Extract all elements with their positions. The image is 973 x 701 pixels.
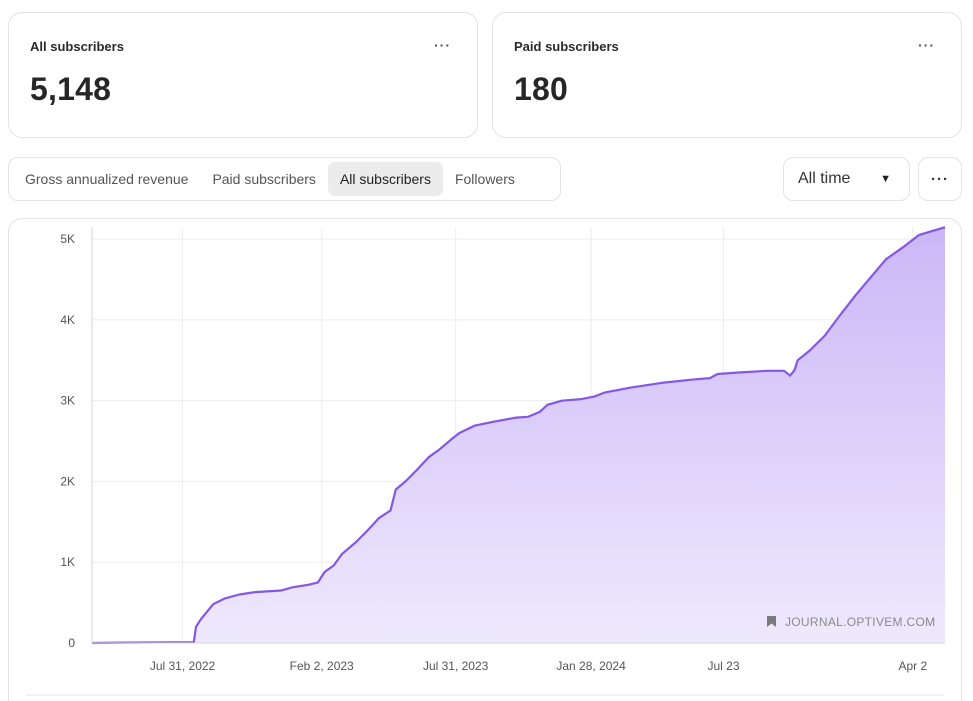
time-range-value: All time xyxy=(798,170,851,187)
card-value: 5,148 xyxy=(30,71,112,107)
y-tick-label: 2K xyxy=(60,474,75,488)
y-tick-label: 4K xyxy=(60,313,75,327)
x-tick-label: Jul 31, 2022 xyxy=(150,659,216,673)
tab-all-subscribers[interactable]: All subscribers xyxy=(327,162,443,196)
x-tick-label: Jan 28, 2024 xyxy=(556,659,626,673)
series-line xyxy=(91,226,946,645)
y-tick-label: 3K xyxy=(60,394,75,408)
x-tick-label: Apr 2 xyxy=(898,659,927,673)
y-tick-label: 1K xyxy=(60,555,75,569)
tab-gross-annualized-revenue[interactable]: Gross annualized revenue xyxy=(25,171,189,187)
x-tick-label: Feb 2, 2023 xyxy=(290,659,354,673)
more-options-button[interactable]: ··· xyxy=(918,157,962,201)
x-tick-label: Jul 31, 2023 xyxy=(423,659,489,673)
card-label: Paid subscribers xyxy=(514,39,619,54)
subscribers-chart: 0 1K 2K 3K 4K 5K Jul 31, 2022 Feb 2, 2023 Jul 31… xyxy=(26,226,946,696)
series-area xyxy=(92,227,945,643)
card-value: 180 xyxy=(514,71,568,107)
area-layer xyxy=(91,226,946,645)
tab-followers[interactable]: Followers xyxy=(454,171,515,187)
bookmark-icon xyxy=(767,616,776,627)
chart-card: 0 1K 2K 3K 4K 5K Jul 31, 2022 Feb 2, 2023 Jul 31… xyxy=(8,218,962,701)
time-range-select[interactable]: All time ▼ xyxy=(783,157,910,201)
axis-layer: 0 1K 2K 3K 4K 5K Jul 31, 2022 Feb 2, 2023 Jul 31… xyxy=(26,227,945,696)
all-subscribers-card: All subscribers ··· 5,148 xyxy=(8,12,478,138)
paid-subscribers-card: Paid subscribers ··· 180 xyxy=(492,12,962,138)
x-tick-label: Jul 23 xyxy=(708,659,740,673)
card-label: All subscribers xyxy=(30,39,124,54)
y-tick-label: 0 xyxy=(68,636,75,650)
metric-tabs: Gross annualized revenue Paid subscriber… xyxy=(8,157,561,201)
card-more-icon[interactable]: ··· xyxy=(434,37,451,53)
watermark-text: JOURNAL.OPTIVEM.COM xyxy=(785,615,935,629)
card-more-icon[interactable]: ··· xyxy=(918,37,935,53)
watermark: JOURNAL.OPTIVEM.COM xyxy=(767,615,935,629)
y-tick-label: 5K xyxy=(60,232,75,246)
tab-paid-subscribers[interactable]: Paid subscribers xyxy=(212,171,316,187)
chevron-down-icon: ▼ xyxy=(880,173,891,185)
